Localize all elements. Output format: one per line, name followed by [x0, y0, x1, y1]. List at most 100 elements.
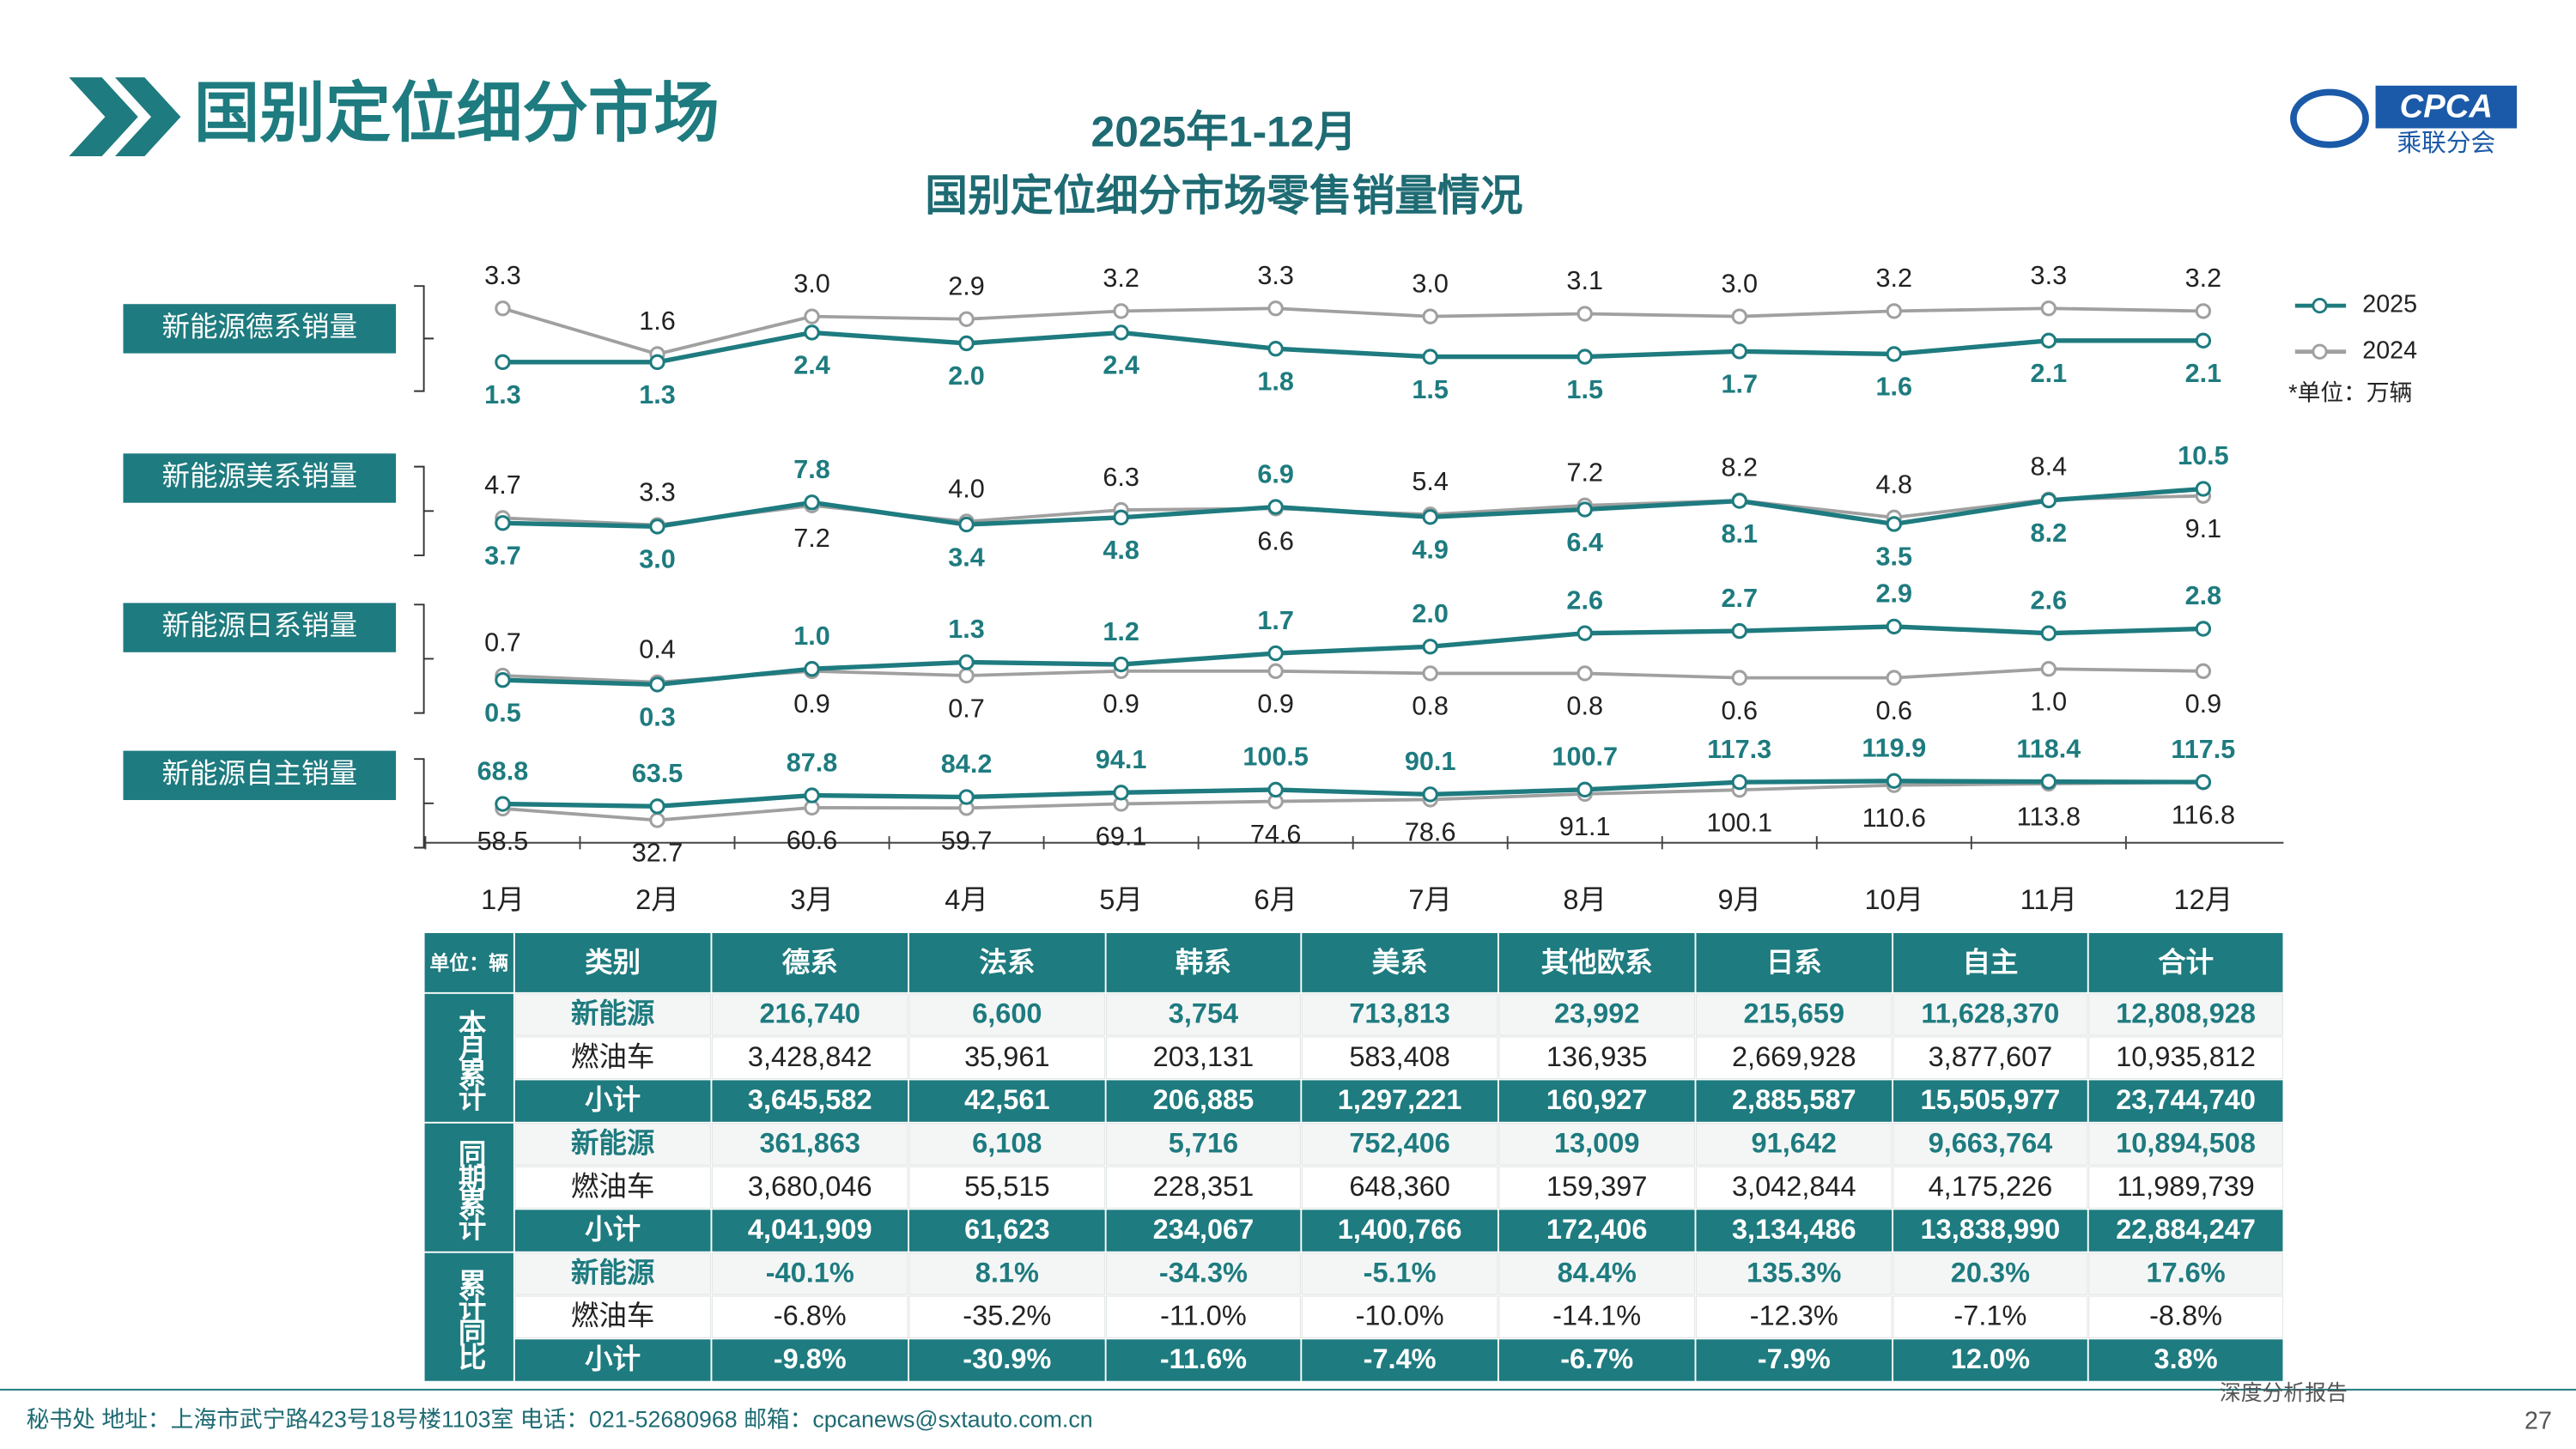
data-label: 0.7 — [948, 694, 985, 723]
data-point — [1731, 773, 1747, 791]
data-point — [495, 515, 511, 531]
table-cell — [1498, 993, 1696, 1036]
header-cell — [1498, 932, 1695, 992]
x-tick-label: 3月 — [790, 884, 834, 915]
cell-text: 10,894,508 — [2116, 1127, 2256, 1158]
header-text: 合计 — [2158, 947, 2214, 978]
header-cell — [908, 932, 1105, 992]
data-label: 84.2 — [941, 749, 993, 779]
cell-text: -8.8% — [2149, 1300, 2222, 1331]
data-label: 1.3 — [948, 615, 985, 644]
table-cell — [1302, 1210, 1498, 1252]
logo-mark — [2290, 88, 2369, 149]
data-label: 118.4 — [2016, 734, 2081, 763]
data-point — [1577, 781, 1593, 798]
data-label: 0.9 — [2185, 689, 2222, 718]
data-point — [1886, 670, 1902, 686]
report-tag: 深度分析报告 — [2220, 1381, 2348, 1405]
series-line — [502, 330, 2203, 365]
cell-text: 1,297,221 — [1338, 1084, 1462, 1115]
data-label: 100.5 — [1242, 743, 1309, 772]
data-label: 2.6 — [1566, 585, 1603, 615]
table-cell — [1695, 1123, 1893, 1166]
legend-marker — [2312, 343, 2328, 360]
data-point — [1422, 349, 1438, 365]
cell-text: 3,754 — [1169, 998, 1238, 1029]
data-point — [1113, 324, 1129, 341]
table-cell — [711, 1123, 908, 1166]
data-label: 0.9 — [1257, 689, 1294, 718]
cell-text: 13,009 — [1554, 1127, 1639, 1158]
table-cell — [1106, 1036, 1301, 1080]
header-text: 韩系 — [1176, 947, 1231, 978]
table-cell — [1106, 993, 1301, 1036]
data-label: 3.3 — [639, 477, 676, 506]
table-cell — [1301, 993, 1498, 1036]
cell-text: 3,134,486 — [1732, 1214, 1856, 1245]
data-label: 91.1 — [1559, 812, 1611, 841]
data-label: 68.8 — [477, 756, 529, 785]
table-cell — [1302, 1339, 1498, 1381]
cell-text: 4,175,226 — [1929, 1171, 2053, 1202]
cell-text: 2,885,587 — [1732, 1084, 1856, 1115]
data-label: 2.9 — [948, 272, 985, 301]
cell-text: 新能源 — [571, 1127, 655, 1158]
cell-text: -14.1% — [1552, 1300, 1641, 1331]
cell-text: 11,628,370 — [1921, 998, 2059, 1029]
logo-sub: 乘联分会 — [2397, 130, 2495, 157]
data-label: 1.6 — [1876, 373, 1913, 402]
table-cell — [908, 1166, 1106, 1210]
cell-text: -40.1% — [766, 1257, 854, 1288]
page-number: 27 — [2524, 1408, 2552, 1435]
data-label: 4.7 — [484, 470, 521, 500]
cell-text: 燃油车 — [571, 1171, 655, 1202]
data-label: 3.4 — [948, 543, 985, 572]
x-tick-label: 10月 — [1864, 884, 1923, 915]
data-label: 8.2 — [1721, 453, 1758, 482]
table-cell — [712, 1210, 908, 1252]
logo-text: CPCA — [2400, 88, 2493, 125]
cell-text: 3,645,582 — [748, 1084, 872, 1115]
x-tick-label: 4月 — [945, 884, 988, 915]
panel-label-box — [123, 304, 397, 354]
table-cell — [1498, 1080, 1695, 1122]
data-label: 4.8 — [1876, 470, 1913, 500]
table-cell — [1696, 1080, 1893, 1122]
logo-box — [2375, 85, 2518, 129]
cell-text: 小计 — [585, 1214, 641, 1245]
table-cell — [514, 1295, 712, 1338]
cell-text: 91,642 — [1752, 1127, 1837, 1158]
cell-text: 216,740 — [759, 998, 860, 1029]
table-cell — [1695, 993, 1893, 1036]
table-cell — [514, 1339, 711, 1381]
data-point — [1577, 665, 1593, 682]
data-point — [1577, 349, 1593, 365]
header-cell — [1696, 932, 1893, 992]
data-label: 2.0 — [948, 361, 985, 391]
table-cell — [908, 993, 1106, 1036]
data-label: 78.6 — [1405, 818, 1456, 847]
cell-text: 11,989,739 — [2117, 1171, 2254, 1202]
table-cell — [514, 1080, 711, 1122]
table-cell — [1893, 1036, 2088, 1080]
data-label: 0.7 — [484, 628, 521, 658]
data-label: 2.4 — [793, 351, 830, 380]
cell-text: 228,351 — [1153, 1171, 1255, 1202]
table-cell — [514, 993, 712, 1036]
data-point — [1886, 773, 1902, 789]
table-cell — [908, 1252, 1106, 1295]
table-cell — [1893, 1080, 2087, 1122]
table-cell — [1893, 1252, 2088, 1295]
x-tick-label: 8月 — [1563, 884, 1607, 915]
data-label: 1.3 — [639, 380, 676, 409]
header-text: 单位：辆 — [429, 951, 508, 973]
data-label: 1.7 — [1721, 370, 1758, 399]
legend-label: 2024 — [2362, 336, 2417, 364]
table-cell — [1695, 1166, 1893, 1210]
header-text: 类别 — [585, 947, 641, 978]
data-label: 117.3 — [1707, 735, 1771, 764]
cell-text: 3,877,607 — [1929, 1041, 2053, 1072]
cell-text: -5.1% — [1364, 1257, 1437, 1288]
cell-text: 172,406 — [1546, 1214, 1648, 1245]
